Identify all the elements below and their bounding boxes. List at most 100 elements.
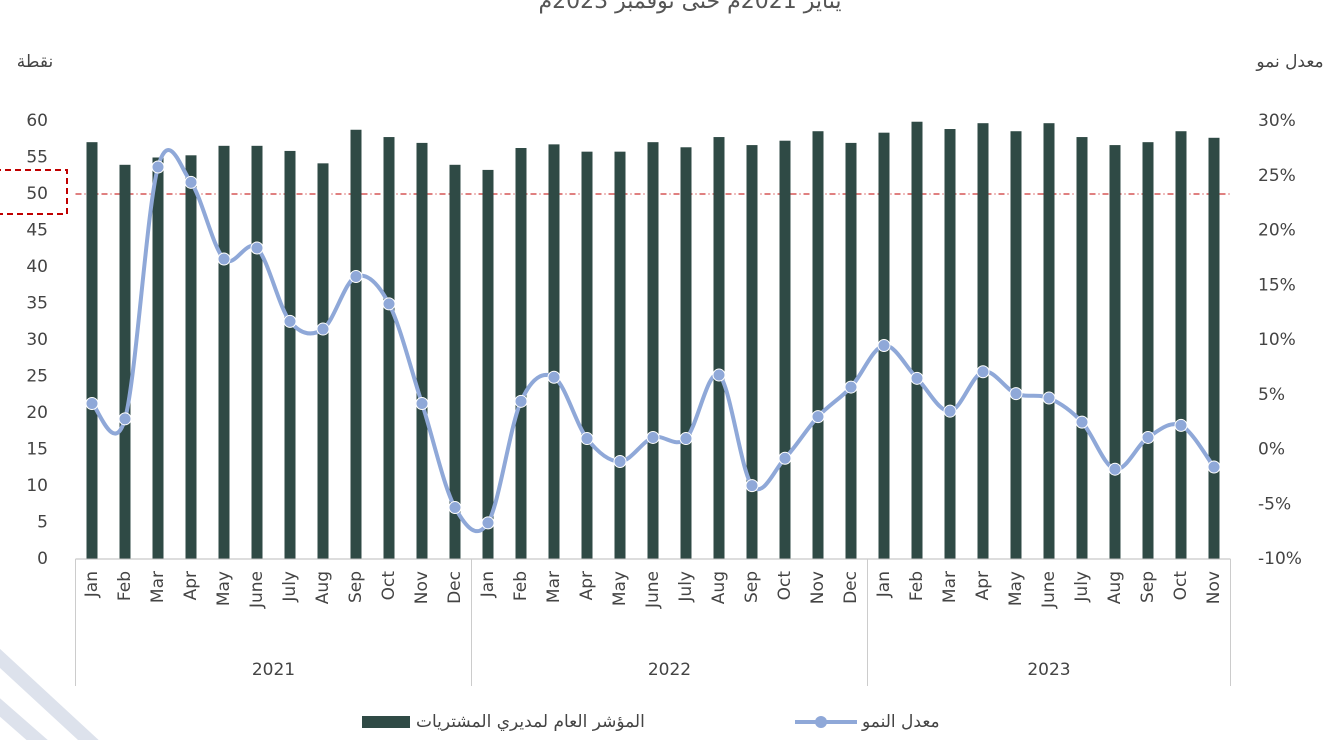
bar	[977, 123, 989, 559]
y-tick-label: 60	[26, 111, 48, 131]
bar	[1076, 137, 1088, 559]
growth-point	[811, 410, 825, 424]
growth-point	[448, 501, 462, 515]
growth-point	[184, 175, 198, 189]
bar	[1175, 131, 1187, 559]
growth-point	[1009, 387, 1023, 401]
y2-tick-label: 15%	[1258, 275, 1296, 295]
growth-point	[85, 397, 99, 411]
bar	[1043, 123, 1055, 559]
y2-tick-label: 25%	[1258, 166, 1296, 186]
growth-point	[283, 314, 297, 328]
y2-tick-label: 20%	[1258, 221, 1296, 241]
x-tick-label: Oct	[1171, 571, 1191, 601]
x-tick-label: Mar	[544, 571, 564, 603]
bar	[284, 150, 296, 559]
legend-label: معدل النمو	[861, 712, 940, 732]
bar	[350, 129, 362, 559]
x-tick-label: Sep	[742, 571, 762, 603]
bar	[86, 142, 98, 560]
year-label: 2023	[1027, 660, 1070, 680]
y-tick-label: 25	[26, 367, 48, 387]
growth-point	[1075, 415, 1089, 429]
bar	[317, 163, 329, 559]
x-tick-label: Aug	[1105, 571, 1125, 604]
x-tick-label: May	[610, 571, 630, 606]
bar	[1142, 142, 1154, 560]
growth-point	[844, 380, 858, 394]
growth-point	[382, 297, 396, 311]
legend-swatch	[815, 716, 827, 728]
y-tick-label: 20	[26, 403, 48, 423]
y-tick-label: 15	[26, 440, 48, 460]
chart-subtitle: يناير 2021م حتى نوفمبر 2023م	[538, 0, 841, 14]
bar	[614, 151, 626, 559]
bar	[944, 129, 956, 559]
growth-point	[910, 371, 924, 385]
bar	[713, 137, 725, 559]
y2-axis-label: معدل نمو	[1255, 52, 1323, 72]
growth-point	[679, 432, 693, 446]
y-tick-label: 0	[37, 549, 48, 569]
x-tick-label: Sep	[1138, 571, 1158, 603]
y2-tick-label: 30%	[1258, 111, 1296, 131]
x-tick-label: May	[214, 571, 234, 606]
growth-point	[1207, 460, 1221, 474]
bar	[185, 155, 197, 559]
y-tick-label: 50	[26, 184, 48, 204]
reference-highlight	[0, 169, 68, 215]
growth-point	[547, 370, 561, 384]
bar	[548, 144, 560, 560]
year-label: 2021	[252, 660, 295, 680]
growth-point	[712, 368, 726, 382]
y-tick-label: 40	[26, 257, 48, 277]
y2-tick-label: -5%	[1258, 494, 1291, 514]
growth-point	[745, 479, 759, 493]
x-tick-label: Jan	[874, 571, 894, 598]
bar	[680, 147, 692, 559]
x-tick-label: Apr	[181, 571, 201, 600]
y-tick-label: 5	[37, 513, 48, 533]
x-tick-label: Mar	[940, 571, 960, 603]
growth-point	[1108, 462, 1122, 476]
x-tick-label: Aug	[709, 571, 729, 604]
growth-point	[1141, 430, 1155, 444]
growth-point	[316, 322, 330, 336]
bar	[449, 164, 461, 560]
growth-point	[646, 430, 660, 444]
y-tick-label: 10	[26, 476, 48, 496]
y2-tick-label: -10%	[1258, 549, 1302, 569]
x-tick-label: June	[1039, 571, 1059, 609]
x-tick-label: Nov	[808, 571, 828, 604]
growth-point	[976, 365, 990, 379]
y2-tick-label: 5%	[1258, 385, 1285, 405]
x-tick-label: Mar	[148, 571, 168, 603]
bar	[119, 164, 131, 560]
x-tick-label: Oct	[775, 571, 795, 601]
x-tick-label: Apr	[577, 571, 597, 600]
bar	[812, 131, 824, 559]
x-tick-label: Dec	[445, 571, 465, 604]
bar	[152, 157, 164, 559]
bar	[1109, 145, 1121, 559]
bar	[581, 151, 593, 559]
legend-swatch	[362, 716, 410, 728]
growth-point	[613, 455, 627, 469]
y2-tick-label: 10%	[1258, 330, 1296, 350]
x-tick-label: June	[247, 571, 267, 609]
bar	[911, 121, 923, 559]
x-tick-label: June	[643, 571, 663, 609]
growth-point	[778, 451, 792, 465]
y-tick-label: 55	[26, 148, 48, 168]
x-tick-label: July	[280, 571, 300, 603]
growth-point	[877, 338, 891, 352]
growth-point	[1174, 418, 1188, 432]
x-tick-label: Aug	[313, 571, 333, 604]
bar	[218, 145, 230, 559]
year-label: 2022	[648, 660, 691, 680]
y-tick-label: 30	[26, 330, 48, 350]
bar	[251, 145, 263, 559]
bar	[416, 142, 428, 559]
bar	[482, 169, 494, 559]
y-tick-label: 45	[26, 221, 48, 241]
